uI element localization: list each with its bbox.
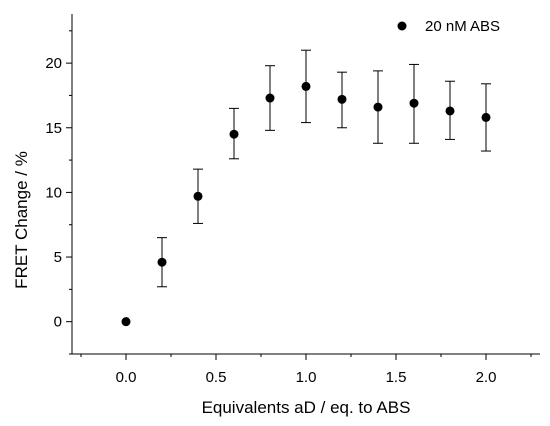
- x-tick-label: 2.0: [476, 369, 497, 386]
- y-tick-label: 10: [45, 184, 62, 201]
- data-point: [121, 317, 131, 327]
- data-point: [157, 257, 167, 267]
- data-point: [373, 102, 383, 112]
- legend-label: 20 nM ABS: [425, 18, 500, 35]
- data-points: [121, 81, 491, 327]
- x-tick-label: 1.0: [296, 369, 317, 386]
- y-tick-label: 0: [54, 314, 62, 331]
- y-tick-label: 5: [54, 249, 62, 266]
- x-tick-label: 1.5: [386, 369, 407, 386]
- data-point: [445, 106, 455, 116]
- y-axis-ticks: 0 5 10 15 20: [45, 30, 72, 355]
- legend-marker: [397, 21, 407, 31]
- x-axis-label: Equivalents aD / eq. to ABS: [202, 398, 411, 417]
- data-point: [229, 129, 239, 139]
- legend: 20 nM ABS: [397, 18, 500, 35]
- x-tick-label: 0.0: [116, 369, 137, 386]
- x-axis-ticks: 0.0 0.5 1.0 1.5 2.0: [80, 354, 532, 386]
- data-point: [265, 93, 275, 103]
- y-tick-label: 15: [45, 120, 62, 137]
- y-axis-label: FRET Change / %: [12, 151, 31, 289]
- y-tick-label: 20: [45, 55, 62, 72]
- data-point: [409, 98, 419, 108]
- x-tick-label: 0.5: [206, 369, 227, 386]
- data-point: [193, 191, 203, 201]
- data-point: [481, 112, 491, 122]
- data-point: [301, 81, 311, 91]
- data-point: [337, 94, 347, 104]
- error-bars: [157, 49, 491, 288]
